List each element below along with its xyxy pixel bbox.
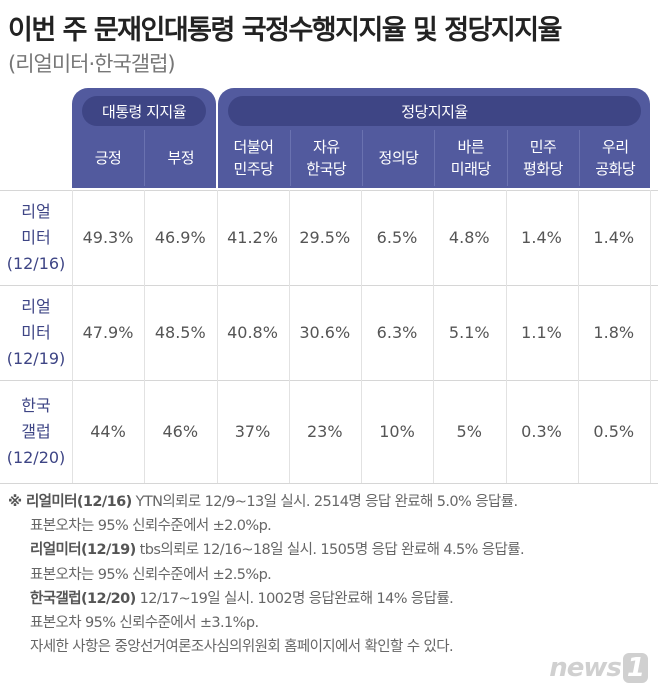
- column-header-label: 바른 미래당: [450, 138, 491, 178]
- footnote-text: 표본오차는 95% 신뢰수준에서 ±2.5%p.: [30, 566, 272, 583]
- row-divider: [0, 380, 658, 381]
- group-label-president: 대통령 지지율: [82, 96, 206, 126]
- column-header-label: 민주 평화당: [523, 138, 563, 178]
- table-cell: 23%: [306, 422, 343, 441]
- table-cell: 47.9%: [82, 323, 134, 342]
- column-header-label: 자유 한국당: [306, 138, 347, 178]
- table-cell: 0.3%: [521, 422, 562, 441]
- table-cell: 46%: [162, 422, 199, 441]
- table-cell: 29.5%: [299, 228, 351, 247]
- table-cell: 40.8%: [227, 323, 278, 342]
- column-header: 긍정: [72, 130, 144, 186]
- footnote-source: ※ 리얼미터(12/16): [8, 494, 132, 510]
- column-divider: [505, 190, 507, 483]
- table-cell: 1.4%: [593, 228, 635, 247]
- table-cell: 0.5%: [593, 422, 635, 441]
- table-cell: 1.1%: [521, 323, 562, 342]
- table-cell: 1.8%: [593, 323, 635, 342]
- row-divider: [0, 285, 658, 286]
- column-divider: [216, 190, 218, 483]
- column-divider: [72, 190, 73, 483]
- column-divider: [144, 190, 146, 483]
- table-cell: 41.2%: [227, 228, 278, 247]
- row-label: 리얼 미터 (12/19): [0, 285, 72, 380]
- column-header: 바른 미래당: [434, 130, 506, 186]
- column-header-label: 긍정: [94, 149, 122, 167]
- table-cell: 5.1%: [448, 323, 490, 342]
- column-header: 민주 평화당: [506, 130, 579, 186]
- table-cell: 30.6%: [299, 323, 351, 342]
- footnote-line: 한국갤럽(12/20) 12/17~19일 실시. 1002명 응답완료해 14…: [8, 587, 524, 611]
- column-header: 부정: [144, 130, 216, 186]
- column-divider: [288, 190, 290, 483]
- column-divider: [361, 190, 362, 483]
- footnote-text: 표본오차 95% 신뢰수준에서 ±3.1%p.: [30, 615, 259, 632]
- footnote-line: ※ 리얼미터(12/16) YTN의뢰로 12/9~13일 실시. 2514명 …: [8, 490, 524, 514]
- footnote-line: 표본오차는 95% 신뢰수준에서 ±2.0%p.: [8, 514, 524, 538]
- column-divider: [433, 190, 435, 483]
- news1-logo: news 1: [549, 653, 648, 683]
- footnote-source: 리얼미터(12/19): [30, 542, 136, 559]
- table-cell: 1.4%: [521, 228, 562, 247]
- row-divider: [0, 483, 658, 484]
- table-cell: 48.5%: [154, 323, 206, 342]
- column-header-label: 부정: [167, 149, 195, 167]
- row-label-text: 리얼 미터 (12/19): [6, 296, 66, 368]
- column-header: 자유 한국당: [289, 130, 362, 186]
- subtitle: (리얼미터·한국갤럽): [8, 52, 176, 76]
- table-cell: 5%: [456, 422, 482, 441]
- group-label-party: 정당지지율: [228, 96, 641, 126]
- row-label: 리얼 미터 (12/16): [0, 190, 72, 285]
- footnote-line: 자세한 사항은 중앙선거여론조사심의위원회 홈페이지에서 확인할 수 있다.: [8, 635, 524, 659]
- footnote-text: 12/17~19일 실시. 1002명 응답완료해 14% 응답률.: [135, 590, 454, 607]
- column-header-label: 우리 공화당: [595, 138, 636, 178]
- column-header-label: 더불어 민주당: [233, 138, 274, 178]
- footnote-line: 표본오차 95% 신뢰수준에서 ±3.1%p.: [8, 611, 524, 635]
- footnote-text: tbs의뢰로 12/16~18일 실시. 1505명 응답 완료해 4.5% 응…: [135, 542, 525, 559]
- row-label-text: 리얼 미터 (12/16): [6, 201, 66, 273]
- footnote-text: YTN의뢰로 12/9~13일 실시. 2514명 응답 완료해 5.0% 응답…: [131, 494, 518, 510]
- table-cell: 37%: [234, 422, 271, 441]
- footnote-text: 자세한 사항은 중앙선거여론조사심의위원회 홈페이지에서 확인할 수 있다.: [30, 639, 454, 656]
- table-cell: 10%: [379, 422, 415, 441]
- footnotes: ※ 리얼미터(12/16) YTN의뢰로 12/9~13일 실시. 2514명 …: [8, 490, 525, 659]
- column-header: 정의당: [362, 130, 434, 186]
- column-header-label: 정의당: [378, 149, 419, 167]
- table-cell: 49.3%: [82, 228, 134, 247]
- row-label: 한국 갤럽 (12/20): [0, 380, 72, 483]
- table-cell: 6.5%: [376, 228, 418, 247]
- page-title: 이번 주 문재인대통령 국정수행지지율 및 정당지지율: [8, 15, 562, 46]
- table-cell: 6.3%: [376, 323, 418, 342]
- footnote-line: 표본오차는 95% 신뢰수준에서 ±2.5%p.: [8, 563, 524, 587]
- row-divider: [0, 190, 658, 191]
- footnote-text: 표본오차는 95% 신뢰수준에서 ±2.0%p.: [30, 518, 272, 535]
- footnote-source: 한국갤럽(12/20): [30, 590, 136, 607]
- table-cell: 4.8%: [448, 228, 490, 247]
- table-cell: 46.9%: [154, 228, 206, 247]
- column-divider: [650, 190, 651, 483]
- column-header: 더불어 민주당: [218, 130, 290, 186]
- column-header: 우리 공화당: [578, 130, 651, 186]
- footnote-line: 리얼미터(12/19) tbs의뢰로 12/16~18일 실시. 1505명 응…: [8, 538, 525, 562]
- row-label-text: 한국 갤럽 (12/20): [6, 395, 66, 467]
- column-divider: [577, 190, 579, 483]
- table-cell: 44%: [90, 422, 126, 441]
